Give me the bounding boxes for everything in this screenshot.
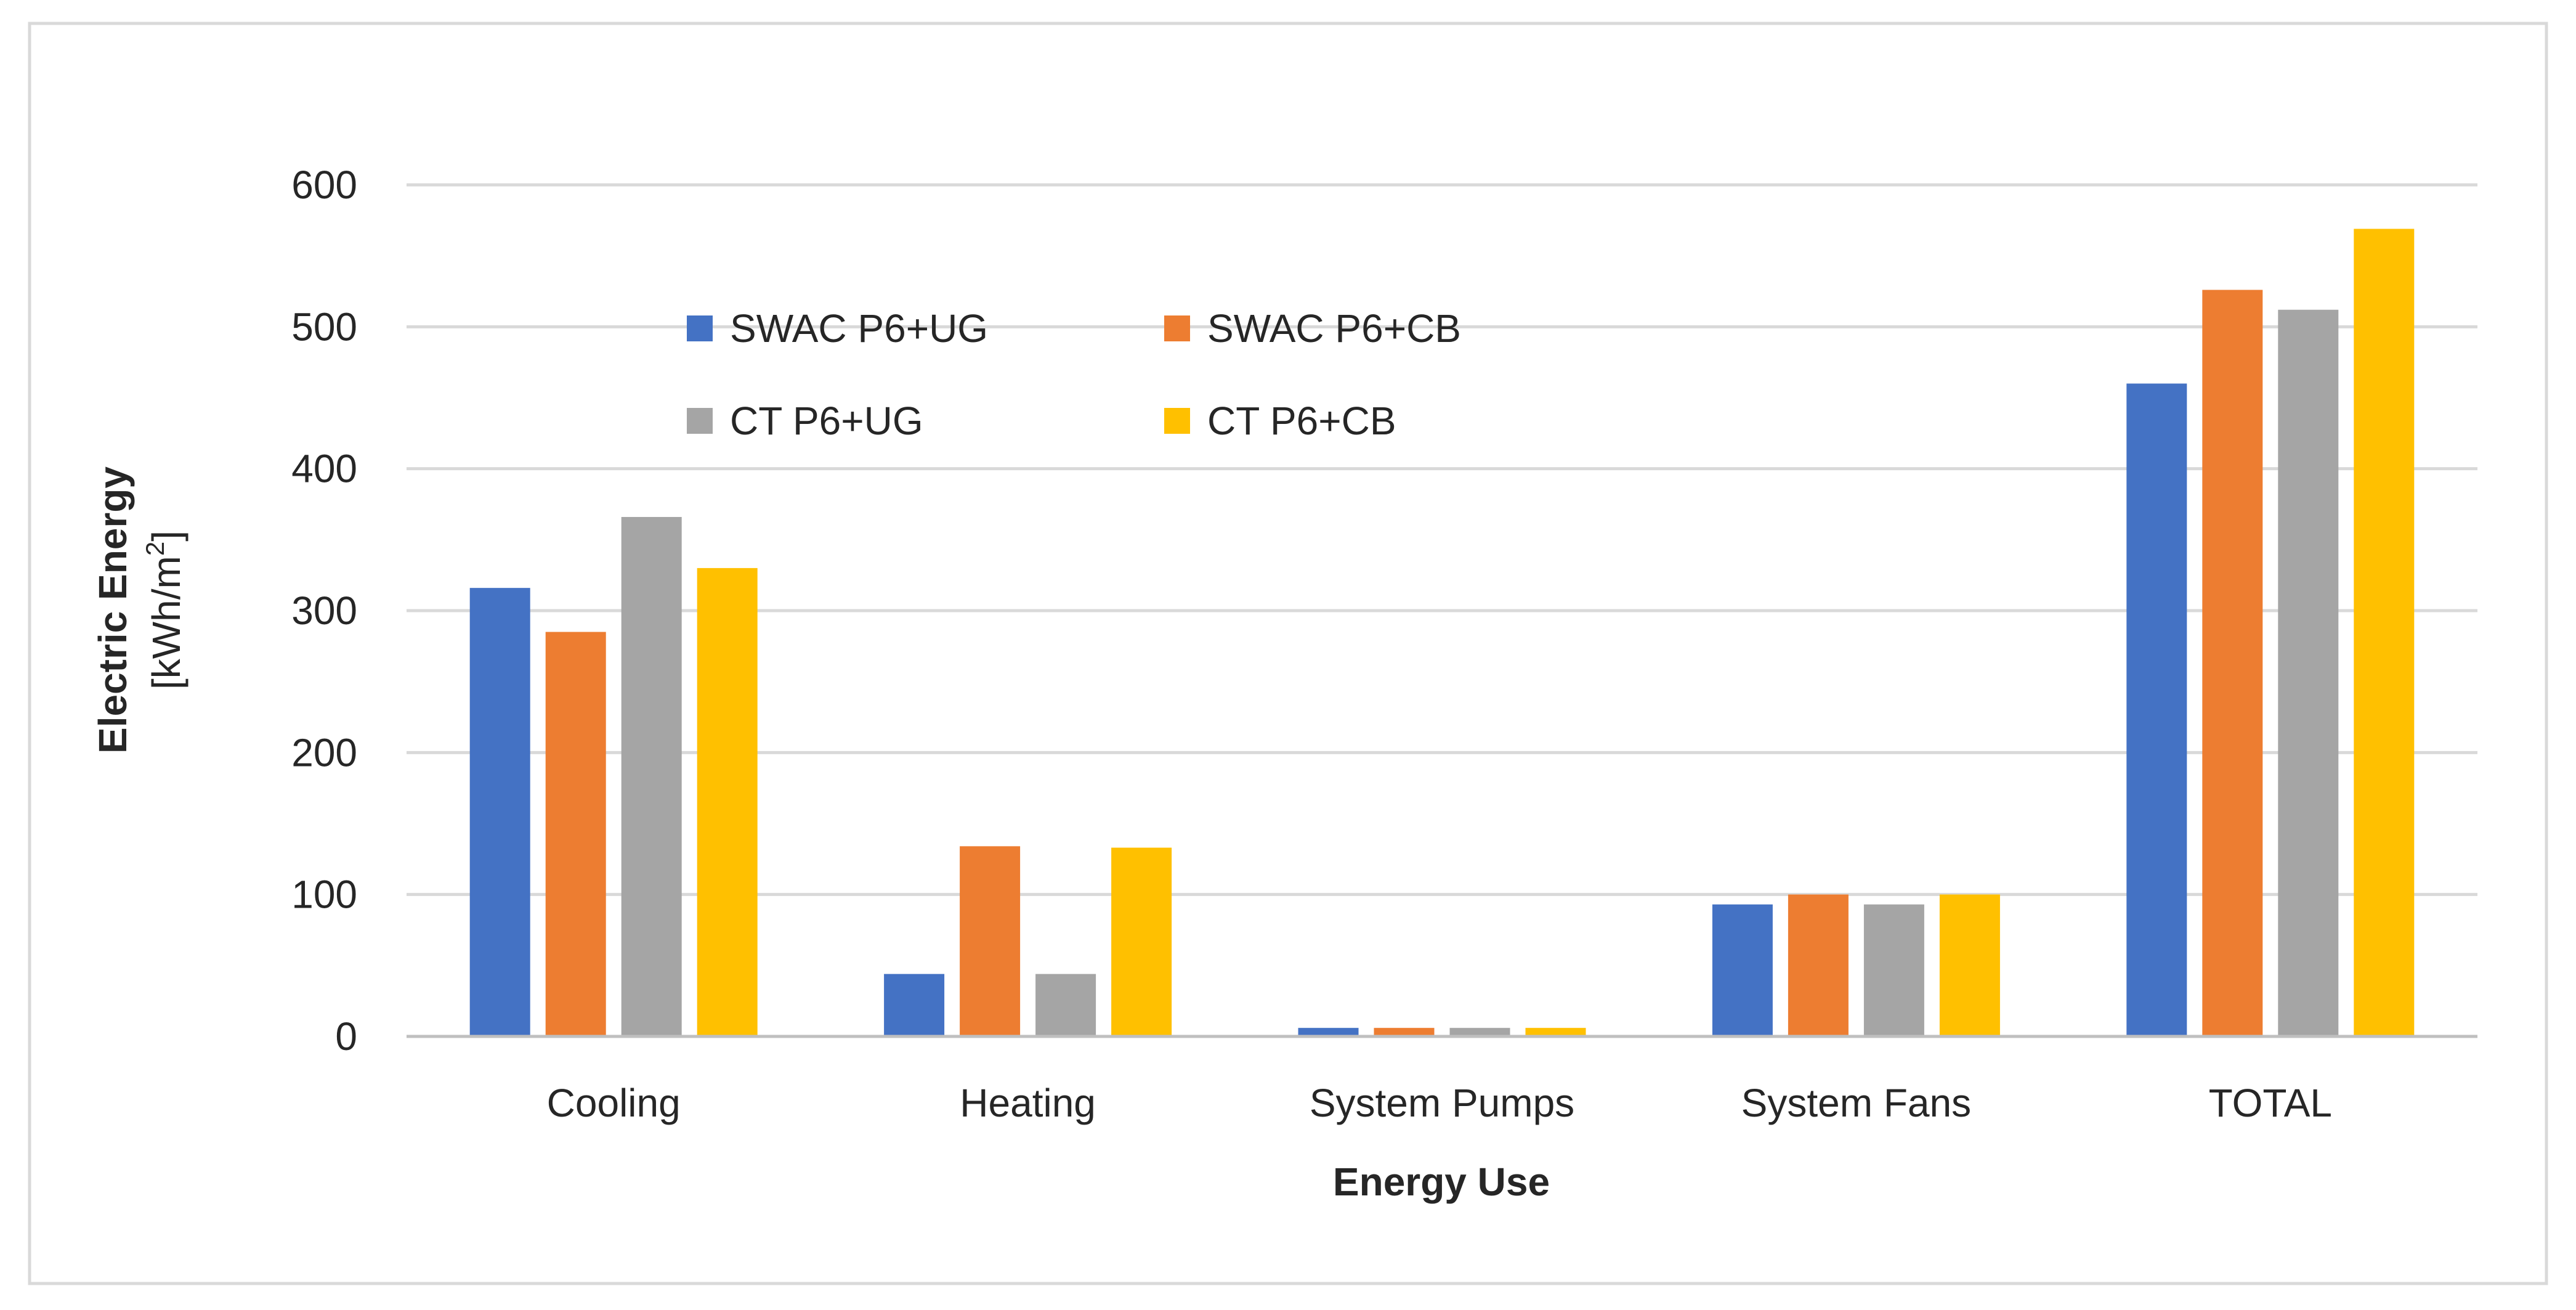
bars [469, 229, 2415, 1036]
legend-label: SWAC P6+CB [1207, 306, 1461, 351]
legend-swatch [1164, 315, 1190, 341]
legend-item: SWAC P6+CB [1164, 306, 1461, 351]
legend-label: SWAC P6+UG [730, 306, 988, 351]
bar [1712, 904, 1773, 1036]
bar [2202, 290, 2263, 1036]
bar [697, 568, 758, 1036]
bar [2278, 309, 2339, 1036]
bar [1525, 1028, 1586, 1036]
bar [2354, 229, 2415, 1036]
y-axis-unit-superscript: 2 [140, 542, 169, 556]
x-category-label: Cooling [547, 1081, 681, 1125]
y-axis-title-group: Electric Energy [91, 466, 135, 754]
legend-swatch [687, 315, 713, 341]
x-category-labels: Cooling Heating System Pumps System Fans TOT… [547, 1081, 2332, 1125]
bar [1939, 894, 2000, 1036]
bar [1298, 1028, 1359, 1036]
y-tick-label: 200 [291, 730, 357, 775]
bar [1111, 847, 1172, 1036]
x-axis-title: Energy Use [1333, 1160, 1550, 1204]
bar [1374, 1028, 1435, 1036]
legend-item: CT P6+CB [1164, 399, 1396, 443]
bar [469, 588, 530, 1036]
legend-swatch [1164, 408, 1190, 434]
y-axis-unit: [kWh/m2] [140, 531, 188, 690]
legend-label: CT P6+UG [730, 399, 923, 443]
bar [545, 632, 606, 1036]
y-tick-label: 100 [291, 873, 357, 917]
bar [2126, 383, 2187, 1036]
y-axis-unit-suffix: ] [144, 531, 188, 542]
y-tick-label: 0 [335, 1014, 357, 1059]
y-tick-label: 600 [291, 163, 357, 207]
y-tick-label: 500 [291, 304, 357, 349]
y-tick-label: 300 [291, 588, 357, 633]
x-category-label: System Fans [1741, 1081, 1971, 1125]
legend-swatch [687, 408, 713, 434]
bar [1788, 894, 1849, 1036]
x-category-label: System Pumps [1310, 1081, 1574, 1125]
x-category-label: Heating [960, 1081, 1096, 1125]
x-category-label: TOTAL [2209, 1081, 2332, 1125]
bar [1035, 974, 1096, 1036]
bar [1449, 1028, 1510, 1036]
y-tick-labels: 0 100 200 300 400 500 600 [291, 163, 357, 1059]
y-axis-unit-group: [kWh/m2] [140, 531, 188, 690]
y-axis-title: Electric Energy [91, 466, 135, 754]
bar [621, 516, 682, 1036]
legend-item: SWAC P6+UG [687, 306, 988, 351]
y-axis-unit-prefix: [kWh/m [144, 556, 188, 690]
legend-label: CT P6+CB [1207, 399, 1396, 443]
bar [960, 846, 1021, 1036]
bar [884, 974, 945, 1036]
y-tick-label: 400 [291, 447, 357, 491]
legend: SWAC P6+UG SWAC P6+CB CT P6+UG CT P6+CB [687, 306, 1461, 443]
legend-item: CT P6+UG [687, 399, 923, 443]
bar [1863, 904, 1924, 1036]
